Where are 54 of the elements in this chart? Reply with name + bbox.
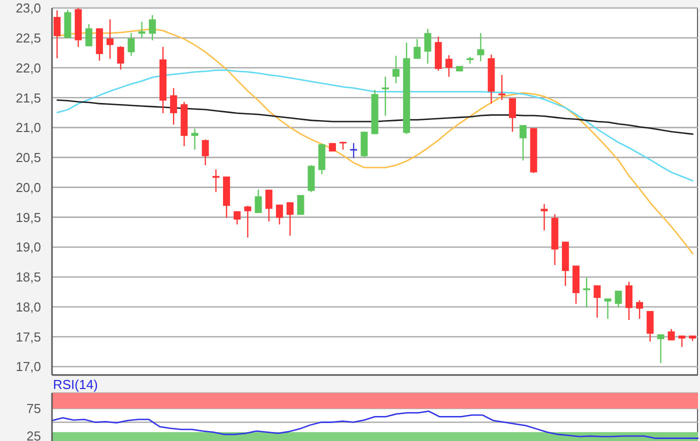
candlestick	[276, 204, 283, 225]
y-tick-label: 22,5	[16, 30, 41, 46]
candlestick	[85, 24, 92, 47]
candlestick	[191, 128, 198, 150]
candlestick	[392, 55, 400, 84]
candlestick	[646, 310, 654, 342]
y-tick-label: 75	[26, 401, 41, 416]
candlestick	[625, 281, 632, 321]
candlestick	[657, 334, 664, 364]
y-tick-label: 17,5	[16, 329, 41, 344]
y-tick-label: 20,0	[16, 180, 41, 195]
candlestick	[54, 10, 61, 59]
candlestick	[498, 74, 506, 101]
y-tick-label: 19,0	[16, 240, 41, 255]
chart-title: RSI(14)	[53, 377, 98, 392]
candlestick	[414, 38, 421, 60]
candlestick	[508, 98, 516, 132]
line-series	[51, 410, 699, 439]
y-tick-label: 21,0	[16, 120, 41, 136]
y-tick-label: 25	[26, 428, 41, 441]
y-tick-label: 17,0	[16, 359, 41, 374]
candlestick	[170, 87, 178, 126]
candlestick	[614, 290, 622, 308]
candlestick	[128, 32, 135, 56]
candlestick	[148, 14, 156, 41]
candlestick	[424, 28, 432, 64]
y-tick-label: 23,0	[16, 0, 41, 16]
candlestick	[668, 328, 675, 341]
candlestick	[212, 168, 220, 193]
y-tick-label: 22,0	[16, 60, 41, 76]
candlestick	[234, 210, 241, 225]
y-tick-label: 18,0	[16, 299, 41, 314]
y-tick-label: 20,5	[16, 150, 41, 166]
y-tick-label: 18,5	[16, 270, 41, 285]
candlestick	[382, 76, 389, 116]
candlestick	[117, 46, 124, 70]
candlestick	[636, 300, 644, 320]
candlestick	[265, 189, 272, 222]
candlestick	[604, 298, 612, 320]
y-tick-label: 19,5	[16, 210, 41, 225]
candlestick	[286, 202, 294, 236]
candlestick	[594, 284, 601, 318]
candlestick	[297, 194, 304, 216]
candlestick	[254, 189, 262, 214]
y-tick-label: 21,5	[16, 90, 41, 106]
candlestick	[445, 54, 452, 78]
candlestick	[202, 138, 209, 166]
candlestick	[520, 124, 527, 162]
line-series	[56, 69, 694, 182]
candlestick	[106, 18, 114, 60]
candlestick	[678, 334, 686, 348]
candlestick	[350, 142, 358, 159]
candlestick	[244, 205, 252, 238]
candlestick	[477, 32, 484, 62]
